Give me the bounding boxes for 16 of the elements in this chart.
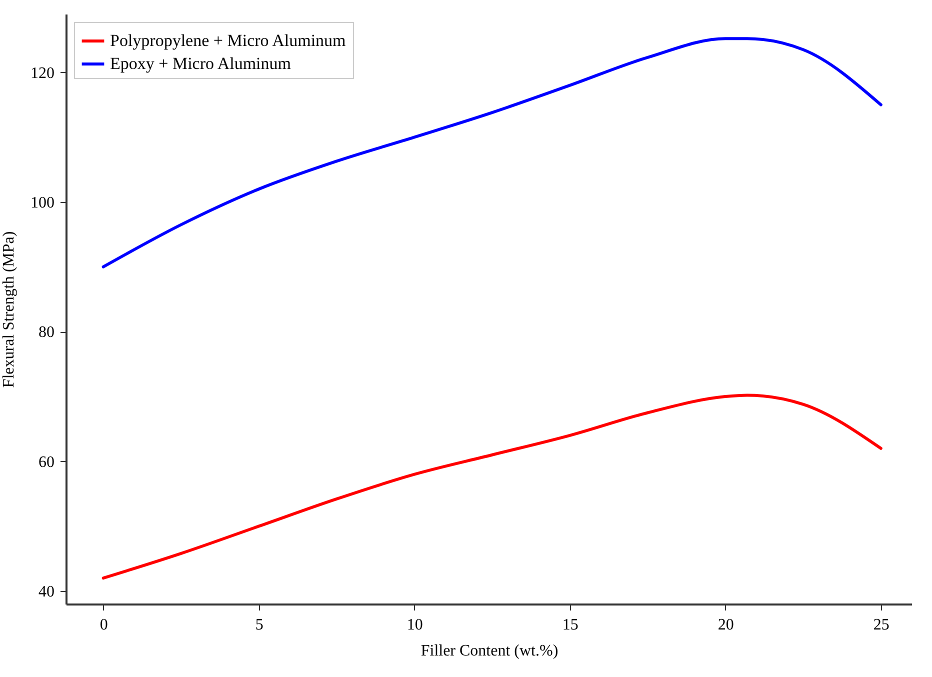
legend-label: Epoxy + Micro Aluminum <box>110 54 291 73</box>
x-tick-label: 25 <box>873 616 890 634</box>
y-tick-label: 40 <box>38 584 54 601</box>
y-axis-title: Flexural Strength (MPa) <box>0 231 18 388</box>
y-tick-label: 60 <box>38 454 54 471</box>
y-tick-label: 120 <box>30 64 54 82</box>
line-series <box>102 394 882 580</box>
x-tick-label: 15 <box>562 616 578 634</box>
y-tick-label: 100 <box>30 194 54 212</box>
legend-label: Polypropylene + Micro Aluminum <box>110 31 346 50</box>
y-tick-label: 80 <box>38 324 54 342</box>
x-tick-label: 20 <box>718 616 734 634</box>
x-axis-title: Filler Content (wt.%) <box>420 642 558 660</box>
x-tick-label: 0 <box>100 616 108 634</box>
x-tick-label: 5 <box>255 616 264 634</box>
x-tick-label: 10 <box>406 616 423 634</box>
